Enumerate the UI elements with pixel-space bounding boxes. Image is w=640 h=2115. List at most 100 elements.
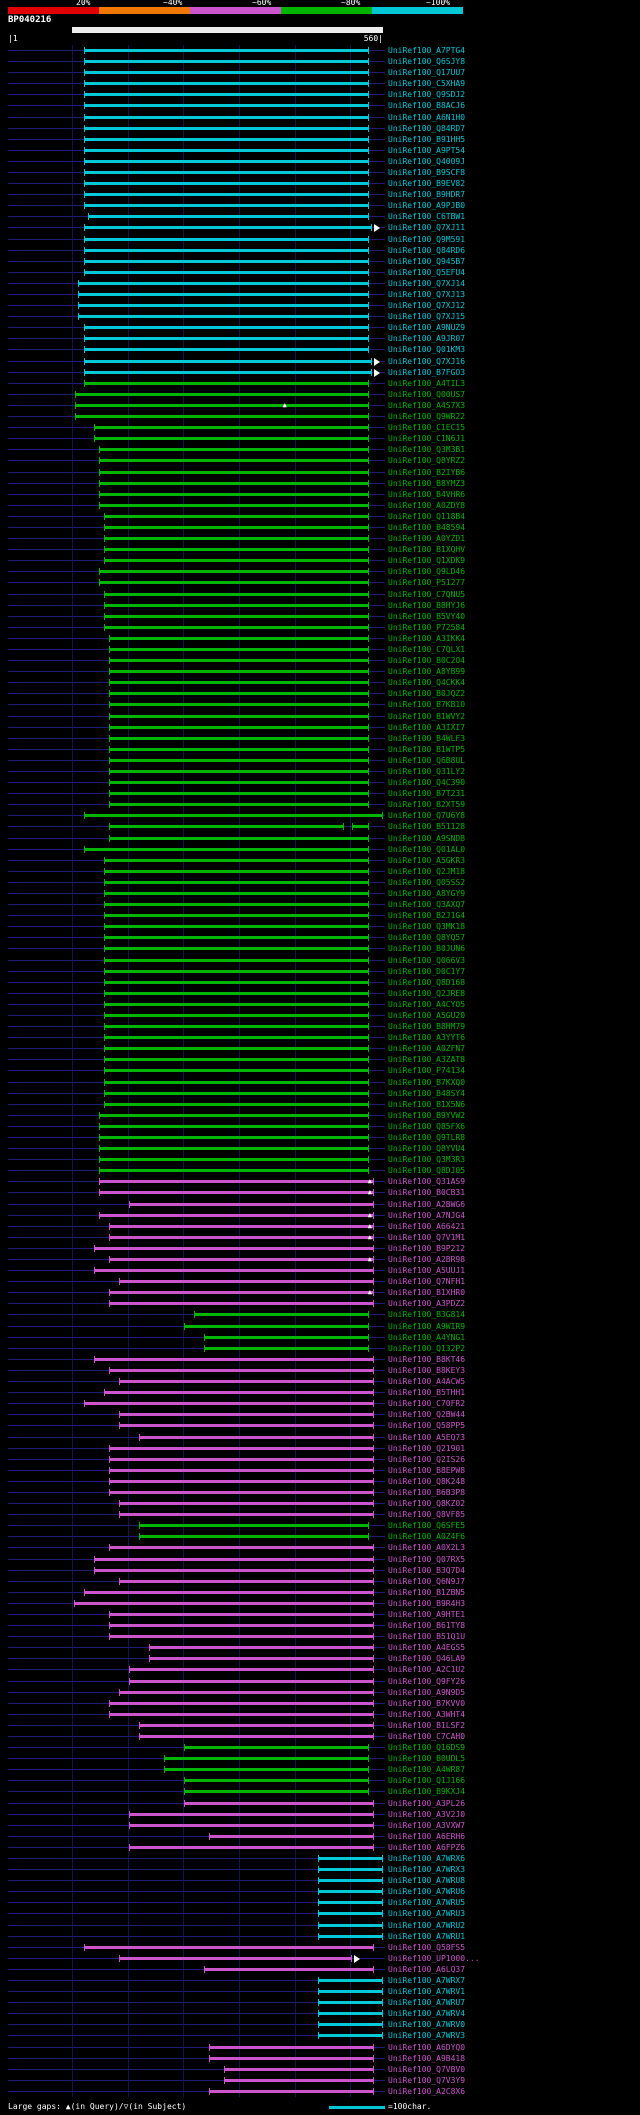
hit-bar[interactable] bbox=[84, 268, 370, 276]
hit-label[interactable]: UniRef100_Q58FS5 bbox=[388, 1942, 466, 1952]
hit-bar[interactable] bbox=[99, 1145, 370, 1153]
hit-bar[interactable] bbox=[109, 1622, 375, 1630]
hit-bar[interactable] bbox=[84, 246, 370, 254]
hit-bar[interactable] bbox=[104, 878, 370, 886]
hit-bar[interactable] bbox=[204, 1333, 370, 1341]
hit-bar[interactable] bbox=[109, 1256, 375, 1264]
hit-label[interactable]: UniRef100_B8ACJ6 bbox=[388, 101, 466, 111]
hit-label[interactable]: UniRef100_Q4C390 bbox=[388, 778, 466, 788]
hit-bar[interactable] bbox=[104, 889, 370, 897]
hit-bar[interactable] bbox=[84, 357, 372, 365]
hit-bar[interactable] bbox=[104, 1389, 375, 1397]
hit-bar[interactable] bbox=[184, 1744, 370, 1752]
hit-bar[interactable] bbox=[119, 1954, 353, 1962]
hit-label[interactable]: UniRef100_A9PT54 bbox=[388, 145, 466, 155]
hit-bar[interactable] bbox=[84, 135, 370, 143]
hit-bar[interactable] bbox=[317, 1988, 383, 1996]
hit-label[interactable]: UniRef100_A0Z4F6 bbox=[388, 1532, 466, 1542]
hit-label[interactable]: UniRef100_A7WRU8 bbox=[388, 1876, 466, 1886]
hit-label[interactable]: UniRef100_Q01AL0 bbox=[388, 844, 466, 854]
hit-label[interactable]: UniRef100_B4VHR6 bbox=[388, 489, 466, 499]
hit-bar[interactable] bbox=[109, 1300, 375, 1308]
hit-bar[interactable] bbox=[104, 1045, 370, 1053]
hit-label[interactable]: UniRef100_B8EPW8 bbox=[388, 1465, 466, 1475]
hit-label[interactable]: UniRef100_B7KXQ0 bbox=[388, 1077, 466, 1087]
hit-bar[interactable] bbox=[104, 978, 370, 986]
hit-bar[interactable] bbox=[104, 1012, 370, 1019]
hit-label[interactable]: UniRef100_B4WLF3 bbox=[388, 733, 466, 743]
hit-bar[interactable] bbox=[109, 723, 370, 731]
hit-label[interactable]: UniRef100_A9N9D5 bbox=[388, 1687, 466, 1697]
hit-label[interactable]: UniRef100_A4WR87 bbox=[388, 1765, 466, 1775]
hit-bar[interactable] bbox=[109, 1610, 375, 1618]
hit-bar[interactable] bbox=[129, 1810, 375, 1818]
hit-bar[interactable] bbox=[109, 1466, 375, 1474]
hit-label[interactable]: UniRef100_A7WRU3 bbox=[388, 1909, 466, 1919]
hit-bar[interactable] bbox=[184, 1799, 375, 1807]
hit-label[interactable]: UniRef100_D0C1Y7 bbox=[388, 966, 466, 976]
hit-label[interactable]: UniRef100_B91HH5 bbox=[388, 134, 466, 144]
hit-bar[interactable] bbox=[209, 2087, 375, 2095]
hit-label[interactable]: UniRef100_Q7U6Y8 bbox=[388, 811, 466, 821]
hit-bar[interactable] bbox=[317, 1877, 383, 1885]
hit-bar[interactable] bbox=[317, 1977, 383, 1984]
hit-label[interactable]: UniRef100_Q3MK18 bbox=[388, 922, 466, 932]
hit-label[interactable]: UniRef100_B0CB31 bbox=[388, 1188, 466, 1198]
hit-bar[interactable] bbox=[84, 202, 370, 210]
hit-label[interactable]: UniRef100_A3YYT6 bbox=[388, 1033, 466, 1043]
hit-bar[interactable] bbox=[204, 1965, 375, 1973]
hit-bar[interactable] bbox=[317, 1899, 383, 1907]
hit-bar[interactable] bbox=[104, 912, 370, 920]
hit-label[interactable]: UniRef100_Q84RD6 bbox=[388, 245, 466, 255]
hit-label[interactable]: UniRef100_Q31AS9 bbox=[388, 1177, 466, 1187]
hit-bar[interactable] bbox=[104, 1023, 370, 1031]
hit-bar[interactable] bbox=[109, 734, 370, 742]
hit-bar[interactable] bbox=[317, 1999, 383, 2007]
hit-label[interactable]: UniRef100_Q2IS26 bbox=[388, 1454, 466, 1464]
hit-label[interactable]: UniRef100_B7KB10 bbox=[388, 700, 466, 710]
hit-label[interactable]: UniRef100_A6LQ37 bbox=[388, 1964, 466, 1974]
hit-bar[interactable] bbox=[94, 435, 370, 443]
hit-label[interactable]: UniRef100_B51128 bbox=[388, 822, 466, 832]
hit-bar[interactable] bbox=[104, 1056, 370, 1064]
hit-label[interactable]: UniRef100_B8YMZ3 bbox=[388, 478, 466, 488]
hit-label[interactable]: UniRef100_B3G814 bbox=[388, 1310, 466, 1320]
hit-label[interactable]: UniRef100_C7CAH0 bbox=[388, 1731, 466, 1741]
hit-label[interactable]: UniRef100_A7WRV3 bbox=[388, 2031, 466, 2041]
hit-bar[interactable] bbox=[109, 1477, 375, 1485]
hit-label[interactable]: UniRef100_B9SCF8 bbox=[388, 168, 466, 177]
hit-bar[interactable] bbox=[84, 845, 370, 853]
hit-bar[interactable] bbox=[109, 1544, 375, 1552]
hit-label[interactable]: UniRef100_B8HYJ6 bbox=[388, 600, 466, 610]
hit-bar[interactable] bbox=[84, 69, 370, 77]
hit-bar[interactable] bbox=[317, 1921, 383, 1929]
hit-bar[interactable] bbox=[109, 1488, 375, 1496]
hit-label[interactable]: UniRef100_Q6SJY8 bbox=[388, 57, 466, 67]
hit-label[interactable]: UniRef100_A5GKR3 bbox=[388, 855, 466, 865]
hit-label[interactable]: UniRef100_B2J1G4 bbox=[388, 911, 466, 921]
hit-label[interactable]: UniRef100_A7WRV0 bbox=[388, 2020, 466, 2030]
hit-label[interactable]: UniRef100_B9R4H3 bbox=[388, 1598, 466, 1608]
hit-label[interactable]: UniRef100_A6N1H0 bbox=[388, 112, 466, 122]
hit-bar[interactable] bbox=[109, 701, 370, 709]
hit-bar[interactable] bbox=[109, 1633, 375, 1641]
hit-bar[interactable] bbox=[94, 1566, 375, 1574]
hit-label[interactable]: UniRef100_A5UUJ1 bbox=[388, 1266, 466, 1276]
hit-label[interactable]: UniRef100_B8KT46 bbox=[388, 1354, 466, 1364]
hit-bar[interactable] bbox=[109, 790, 370, 798]
hit-bar[interactable] bbox=[129, 1677, 375, 1685]
hit-bar[interactable] bbox=[129, 1200, 375, 1208]
hit-bar[interactable] bbox=[209, 1832, 375, 1840]
hit-label[interactable]: UniRef100_B1LSF2 bbox=[388, 1720, 466, 1730]
hit-bar[interactable] bbox=[109, 745, 370, 753]
hit-bar[interactable] bbox=[109, 668, 370, 676]
hit-label[interactable]: UniRef100_Q8VF85 bbox=[388, 1510, 466, 1520]
hit-label[interactable]: UniRef100_Q8KZ02 bbox=[388, 1499, 466, 1509]
hit-bar[interactable] bbox=[109, 823, 345, 831]
hit-label[interactable]: UniRef100_C70FR2 bbox=[388, 1399, 466, 1409]
hit-label[interactable]: UniRef100_A6ERH6 bbox=[388, 1831, 466, 1841]
hit-bar[interactable] bbox=[99, 1189, 375, 1197]
hit-bar[interactable] bbox=[104, 856, 370, 864]
hit-label[interactable]: UniRef100_B0JUN6 bbox=[388, 944, 466, 954]
hit-label[interactable]: UniRef100_Q7V1M1 bbox=[388, 1232, 466, 1242]
